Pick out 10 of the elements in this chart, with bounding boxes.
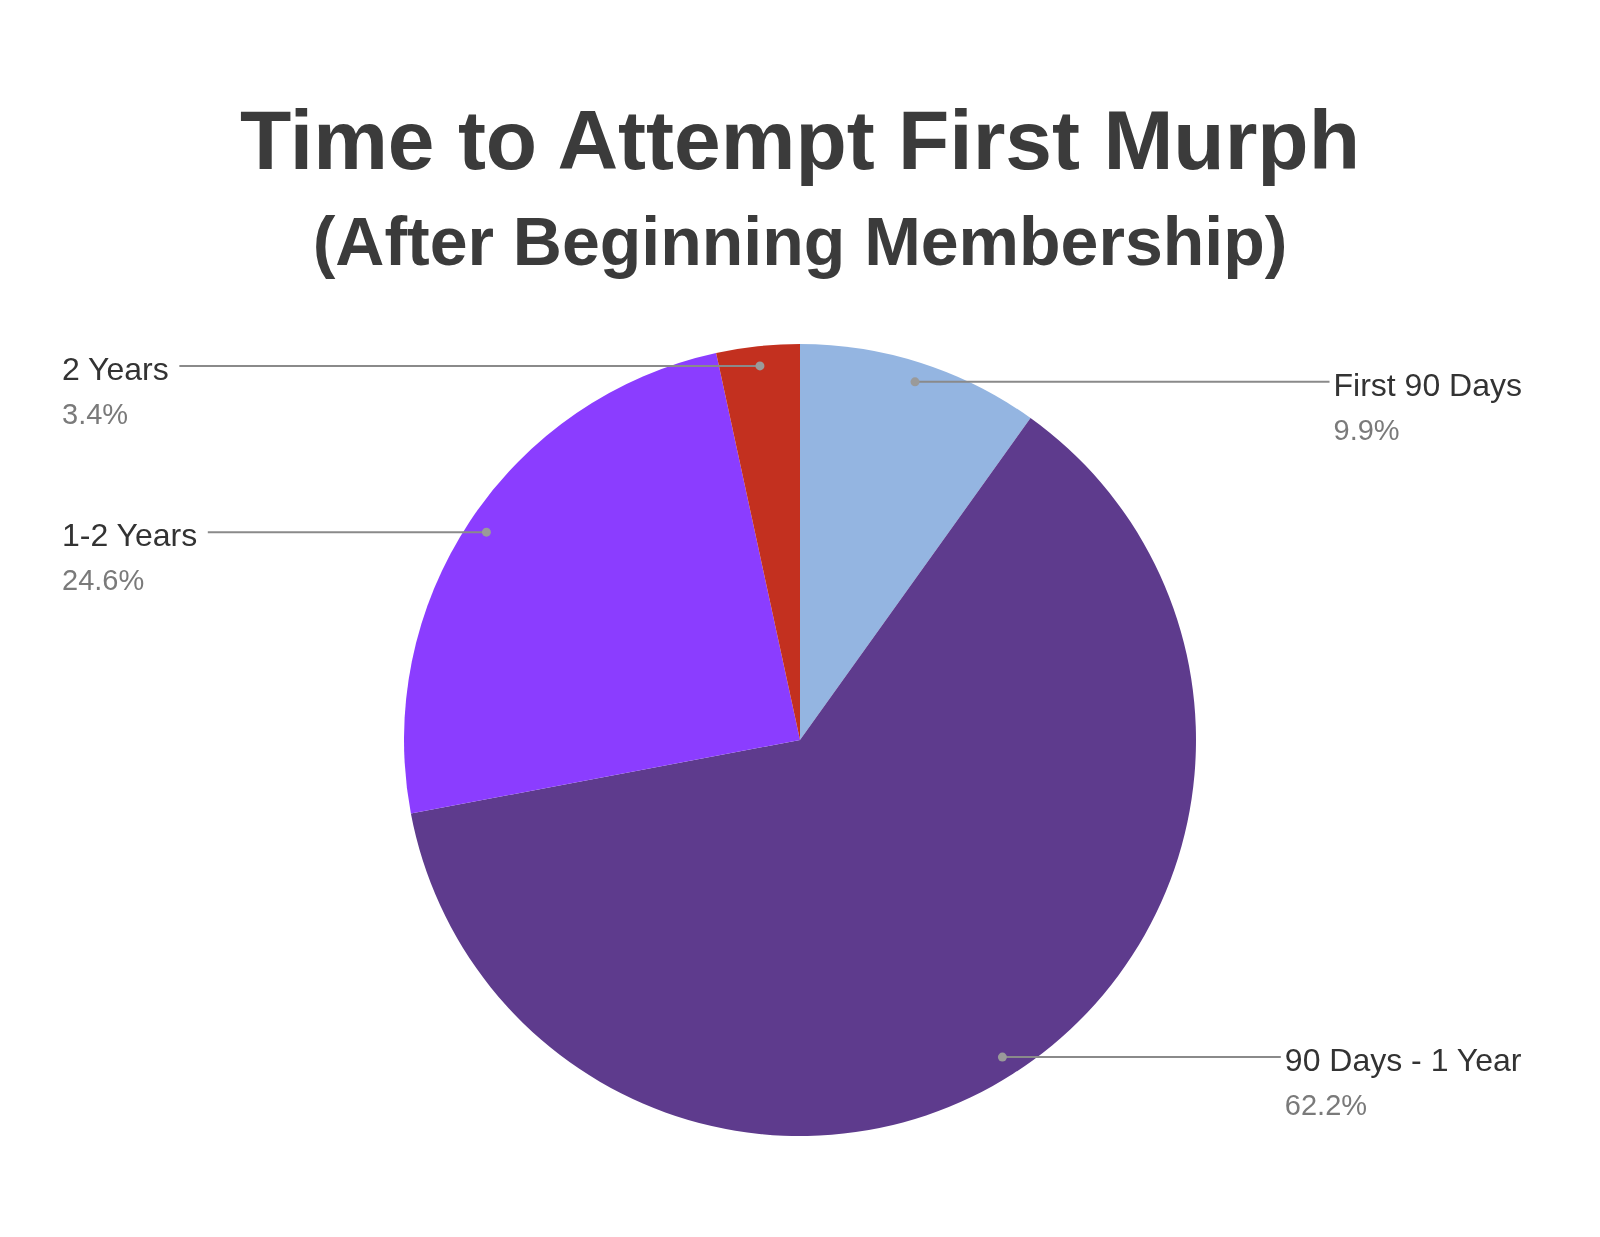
data-label: 3.4% [62, 397, 129, 430]
data-label: 62.2% [1284, 1089, 1368, 1122]
slice-label: First 90 Days [1333, 366, 1522, 403]
data-label: 9.9% [1333, 413, 1400, 446]
slice-label: 1-2 Years [62, 516, 198, 553]
slice-label: 2 Years [62, 350, 169, 387]
chart-title: Time to Attempt First Murph [239, 92, 1361, 189]
chart-subtitle: (After Beginning Membership) [311, 202, 1289, 281]
data-label: 24.6% [62, 564, 145, 597]
slice-label: 90 Days - 1 Year [1284, 1041, 1522, 1078]
